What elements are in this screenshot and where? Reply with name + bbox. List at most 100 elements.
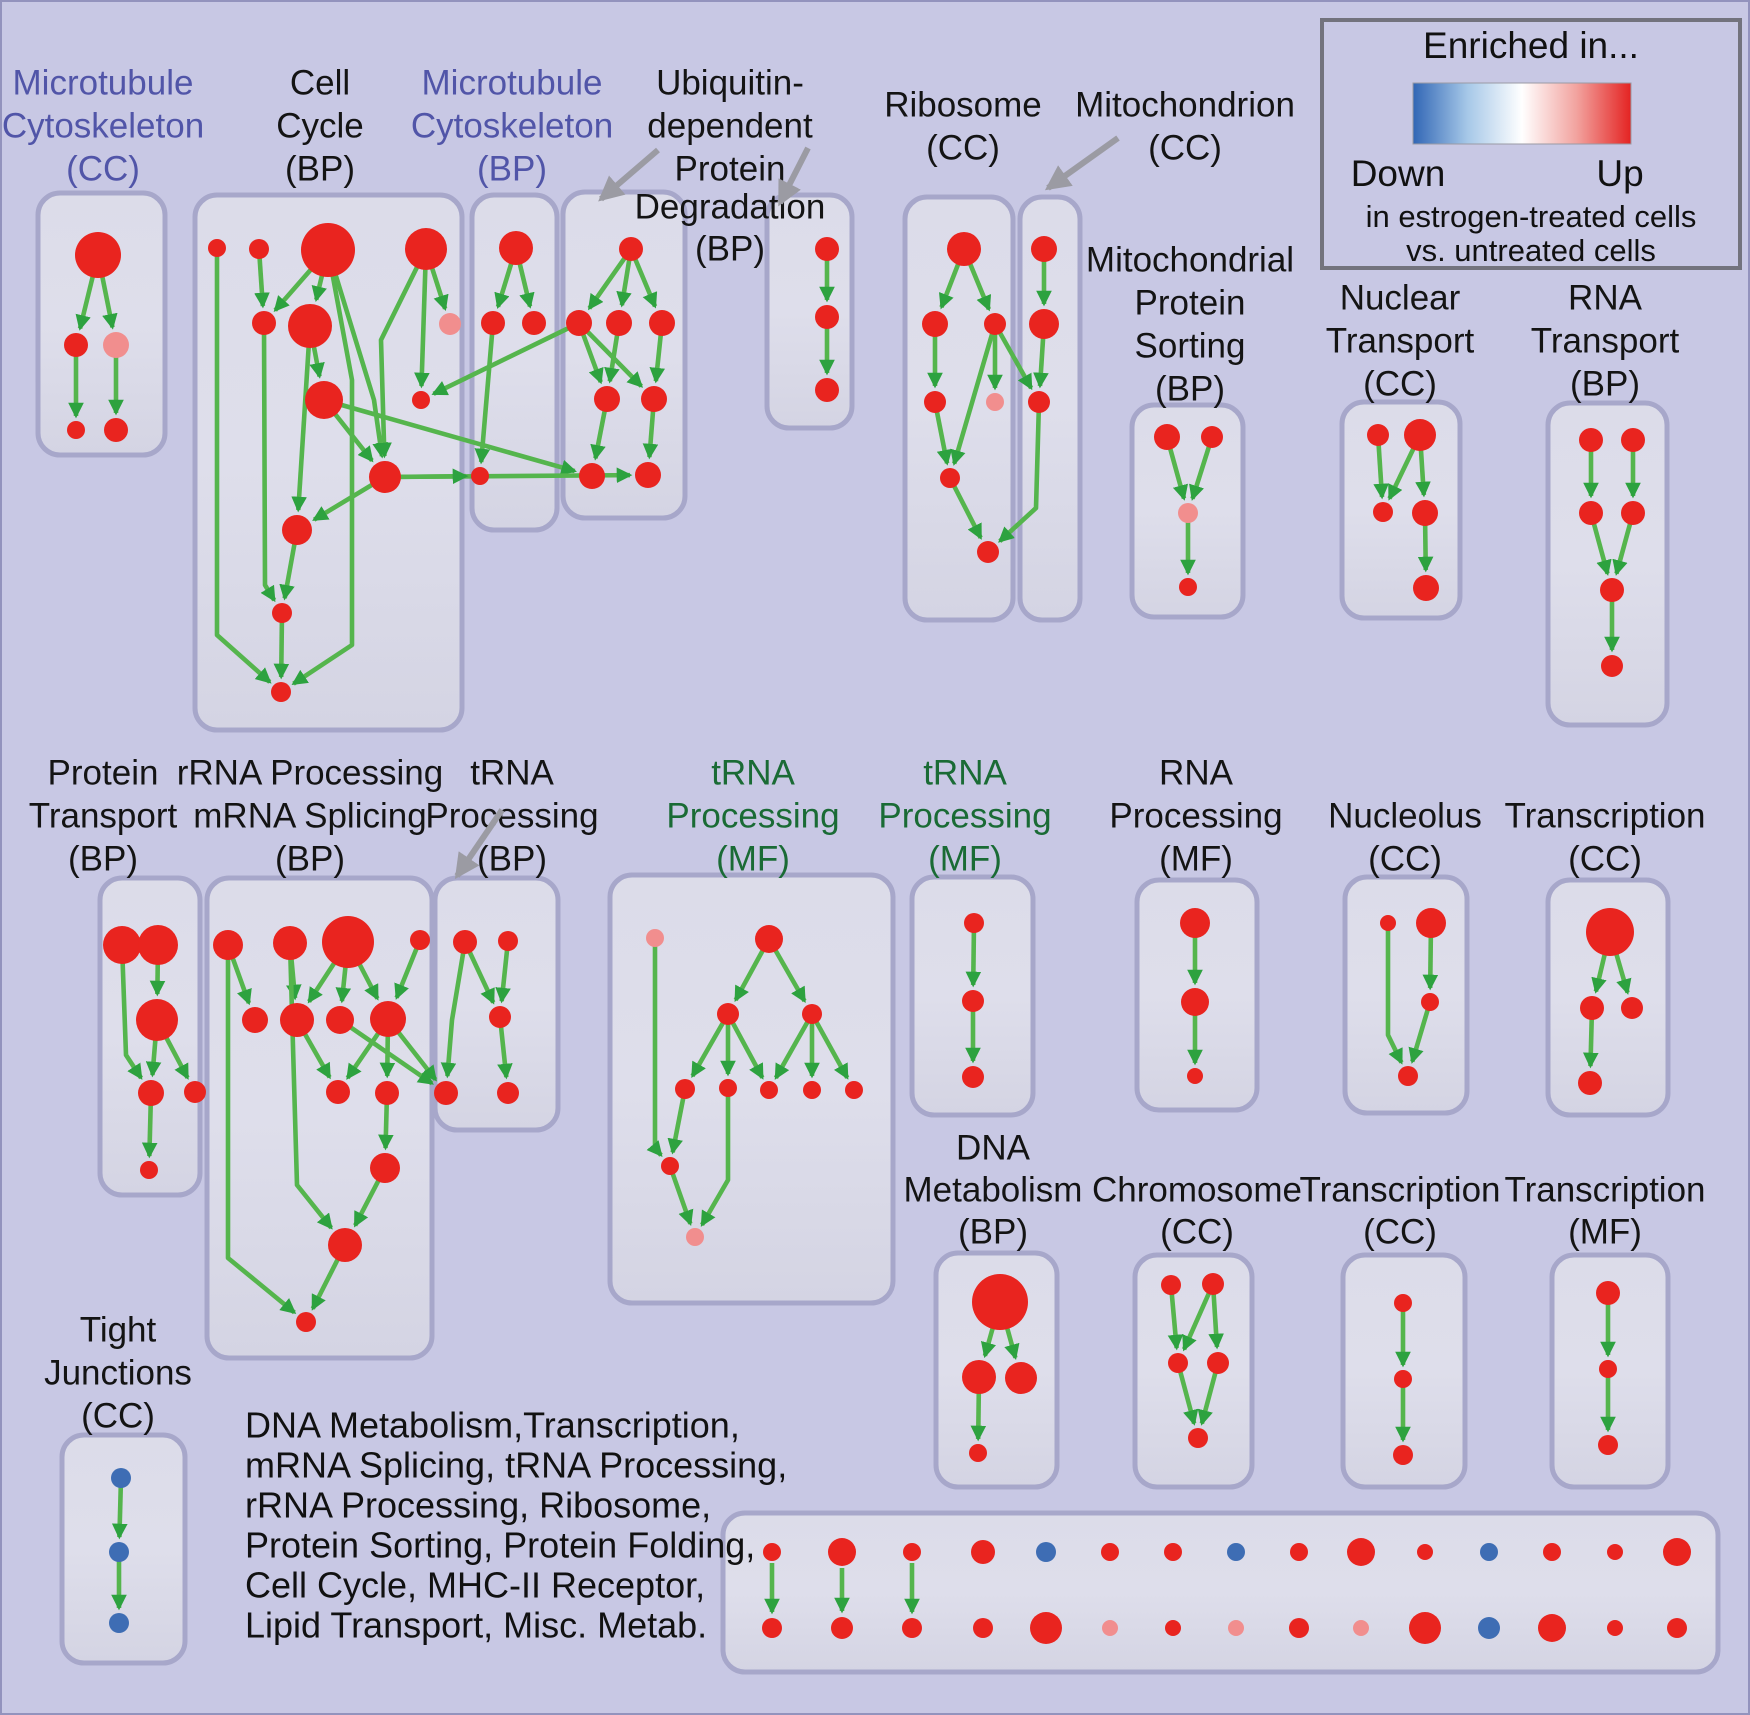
go-term-node-red <box>1005 1362 1037 1394</box>
go-term-node-pink <box>1228 1620 1244 1636</box>
go-term-node-red <box>1599 1360 1617 1378</box>
cluster-label-line: (MF) <box>1568 1212 1642 1251</box>
go-term-node-red <box>1161 1275 1181 1295</box>
cluster-label-line: (MF) <box>716 839 790 878</box>
cluster-label-line: Cytoskeleton <box>411 106 613 145</box>
edge-arrow <box>414 248 430 389</box>
cluster-label-line: rRNA Processing <box>177 753 443 792</box>
cluster-box-dna-metabolism-bp <box>933 1250 1060 1490</box>
go-term-node-blue <box>1036 1542 1056 1562</box>
go-term-node-red <box>375 1081 399 1105</box>
go-term-node-red <box>1181 988 1209 1016</box>
cluster-label-line: Protein <box>48 753 159 792</box>
misc-categories-text: DNA Metabolism,Transcription,mRNA Splici… <box>245 1405 787 1646</box>
go-term-node-red <box>103 926 141 964</box>
go-term-node-red <box>213 930 243 960</box>
cluster-label-line: Protein <box>1135 283 1246 322</box>
go-term-node-red <box>803 1081 821 1099</box>
go-term-node-red <box>296 1312 316 1332</box>
go-term-node-red <box>940 468 960 488</box>
edge-arrow <box>474 322 496 465</box>
cluster-label-line: (CC) <box>1148 128 1222 167</box>
edge-arrow <box>667 1165 694 1227</box>
edge-arrow <box>1167 1284 1184 1351</box>
go-term-node-red <box>1029 309 1059 339</box>
go-term-node-red <box>962 1066 984 1088</box>
go-term-node-pink <box>1353 1620 1369 1636</box>
go-term-node-red <box>1367 424 1389 446</box>
go-term-node-red <box>1347 1538 1375 1566</box>
go-term-node-red <box>208 239 226 257</box>
go-term-node-red <box>828 1538 856 1566</box>
go-term-node-red <box>760 1081 778 1099</box>
cluster-label-line: (BP) <box>695 229 765 268</box>
go-term-node-red <box>497 1082 519 1104</box>
go-term-node-blue <box>111 1468 131 1488</box>
cluster-label-line: (BP) <box>477 839 547 878</box>
cluster-label-line: Protein <box>675 149 786 188</box>
edge-arrow <box>667 1088 688 1155</box>
go-term-node-blue <box>1480 1543 1498 1561</box>
cluster-label-line: RNA <box>1568 278 1643 317</box>
go-term-node-red <box>815 237 839 261</box>
cluster-label-line: Processing <box>666 796 839 835</box>
edge-arrow <box>1385 923 1404 1065</box>
go-term-node-red <box>1202 1273 1224 1295</box>
go-term-node-red <box>1416 908 1446 938</box>
go-term-node-red <box>606 310 632 336</box>
go-term-node-red <box>962 990 984 1012</box>
go-term-node-red <box>903 1543 921 1561</box>
legend-up-label: Up <box>1596 153 1643 194</box>
go-term-node-red <box>1154 424 1180 450</box>
cluster-label-mitochondrion-cc: Mitochondrion (CC) <box>1075 85 1295 167</box>
cluster-label-line: tRNA <box>470 753 554 792</box>
cluster-label-line: Transcription <box>1505 796 1706 835</box>
edge-arrow <box>338 1018 434 1086</box>
go-term-node-red <box>453 930 477 954</box>
go-term-node-red <box>288 304 332 348</box>
cluster-label-line: (CC) <box>1363 364 1437 403</box>
go-term-node-red <box>1543 1543 1561 1561</box>
go-term-node-red <box>1579 501 1603 525</box>
go-term-node-pink <box>686 1228 704 1246</box>
go-term-node-red <box>1538 1614 1566 1642</box>
edge-arrow <box>323 397 577 475</box>
cluster-label-line: (CC) <box>1568 839 1642 878</box>
go-term-node-red <box>977 541 999 563</box>
cluster-label-trna-processing-mf-large: tRNA Processing (MF) <box>666 753 839 878</box>
go-term-node-red <box>1580 996 1604 1020</box>
go-term-node-red <box>498 931 518 951</box>
edge-arrow <box>998 401 1042 543</box>
cluster-label-line: (MF) <box>928 839 1002 878</box>
edge-arrow <box>273 612 290 680</box>
go-term-node-red <box>75 232 121 278</box>
go-term-node-blue <box>109 1613 129 1633</box>
cluster-label-line: Nuclear <box>1340 278 1461 317</box>
go-term-node-red <box>410 930 430 950</box>
go-term-node-red <box>815 378 839 402</box>
go-term-node-red <box>973 1618 993 1638</box>
legend-subtitle-line: vs. untreated cells <box>1406 233 1656 268</box>
cluster-label-line: (BP) <box>285 149 355 188</box>
cluster-label-line: Cell <box>290 63 350 102</box>
misc-cluster-box <box>720 1510 1721 1675</box>
go-term-node-red <box>405 228 447 270</box>
go-term-node-red <box>763 1543 781 1561</box>
cluster-box-nuclear-transport-cc <box>1339 399 1463 621</box>
go-term-node-pink <box>1178 503 1198 523</box>
cluster-label-line: (CC) <box>1160 1212 1234 1251</box>
cluster-label-mitochondrial-protein-sorting-bp: Mitochondrial Protein Sorting (BP) <box>1086 240 1294 408</box>
go-term-node-red <box>815 305 839 329</box>
cluster-label-line: (CC) <box>926 128 1000 167</box>
cluster-label-line: (BP) <box>958 1212 1028 1251</box>
go-term-node-red <box>984 313 1006 335</box>
go-term-node-red <box>1404 419 1436 451</box>
cluster-label-line: (MF) <box>1159 839 1233 878</box>
cluster-label-microtubule-cytoskeleton-cc: Microtubule Cytoskeleton (CC) <box>2 63 204 188</box>
go-term-node-red <box>1578 1071 1602 1095</box>
go-term-node-red <box>845 1081 863 1099</box>
cluster-box-rna-transport-bp <box>1545 400 1670 728</box>
go-term-node-red <box>326 1006 354 1034</box>
